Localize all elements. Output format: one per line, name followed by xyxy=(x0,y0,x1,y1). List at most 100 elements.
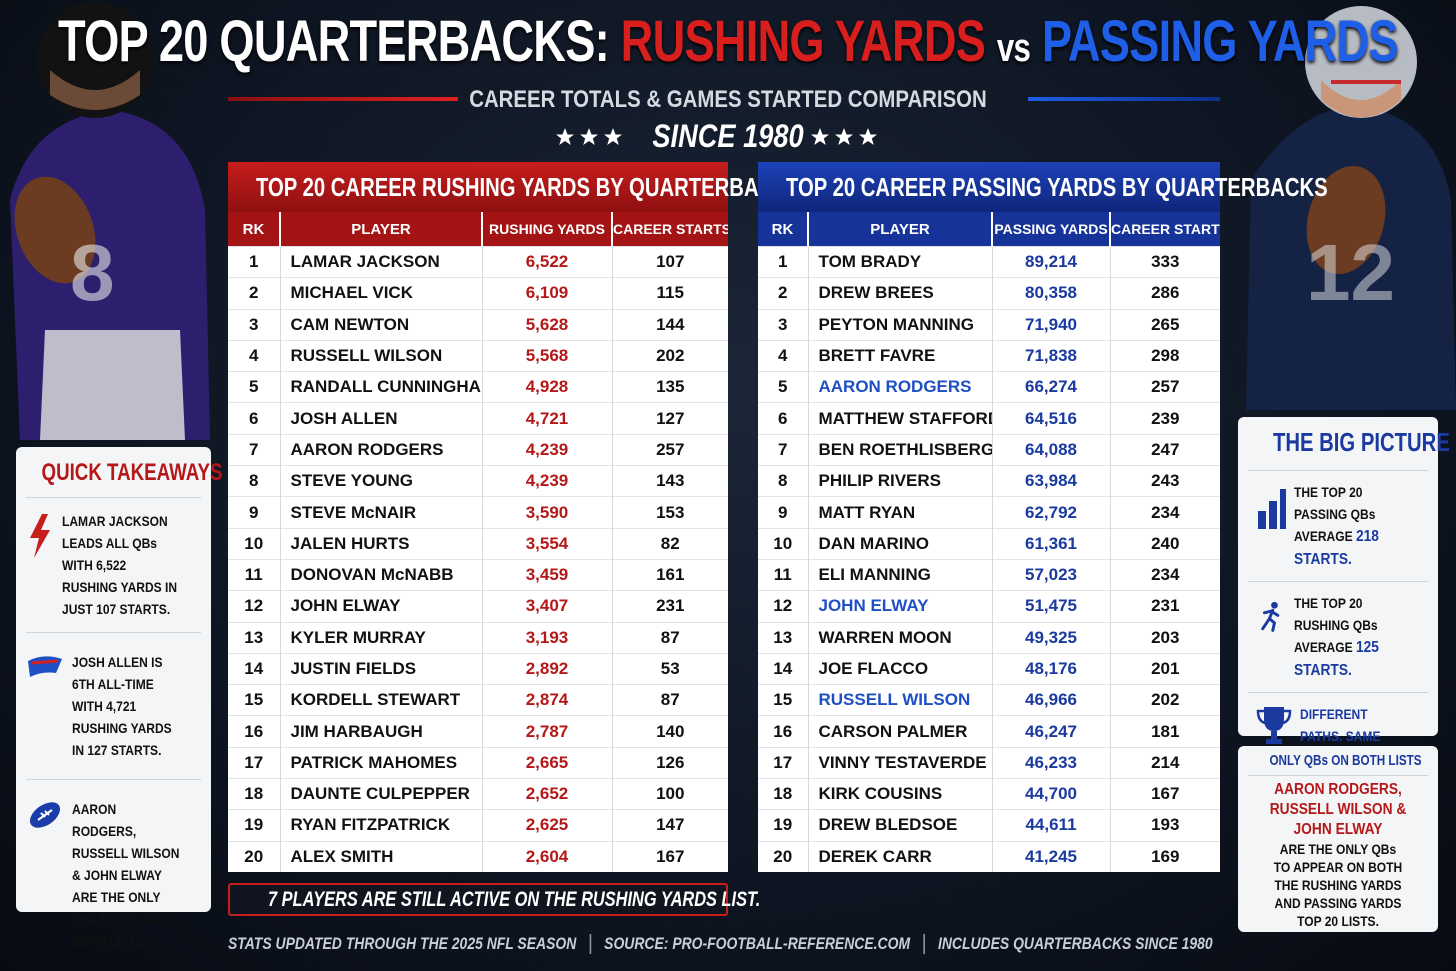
player-cell: MATTHEW STAFFORD xyxy=(807,402,992,435)
player-cell: AARON RODGERS xyxy=(807,371,992,403)
big-picture-title: THE BIG PICTURE xyxy=(1272,427,1450,457)
takeaway-text: AARON RODGERS, RUSSELL WILSON & JOHN ELW… xyxy=(72,801,180,949)
big-picture-text: THE TOP 20 RUSHING QBs AVERAGE xyxy=(1294,595,1378,655)
table-row: 13 KYLER MURRAY 3,193 87 xyxy=(228,621,728,654)
player-cell: JUSTIN FIELDS xyxy=(279,652,482,685)
yards-cell: 3,554 xyxy=(481,527,612,560)
rank-cell: 13 xyxy=(758,621,808,654)
bills-icon xyxy=(28,656,62,677)
yards-cell: 2,604 xyxy=(481,840,612,872)
player-cell: JOHN ELWAY xyxy=(279,590,482,623)
takeaway: JOSH ALLEN IS 6TH ALL-TIME WITH 4,721 RU… xyxy=(26,632,201,779)
starts-cell: 100 xyxy=(611,778,728,810)
player-cell: RANDALL CUNNINGHAM xyxy=(279,371,482,403)
starts-cell: 161 xyxy=(611,558,728,591)
rank-cell: 4 xyxy=(228,339,280,372)
starts-cell: 87 xyxy=(611,684,728,716)
rank-cell: 9 xyxy=(758,496,808,529)
starts-cell: 247 xyxy=(1109,433,1220,466)
table-row: 12 JOHN ELWAY 3,407 231 xyxy=(228,590,728,623)
yards-cell: 3,459 xyxy=(481,558,612,591)
takeaways-box: QUICK TAKEAWAYS LAMAR JACKSON LEADS ALL … xyxy=(16,447,223,949)
svg-text:12: 12 xyxy=(1306,228,1395,317)
player-cell: VINNY TESTAVERDE xyxy=(807,746,992,779)
table-row: 14 JOE FLACCO 48,176 201 xyxy=(758,652,1220,685)
starts-cell: 239 xyxy=(1109,402,1220,435)
player-cell: BRETT FAVRE xyxy=(807,339,992,372)
rank-cell: 10 xyxy=(228,527,280,560)
table-row: 16 CARSON PALMER 46,247 181 xyxy=(758,715,1220,748)
yards-cell: 66,274 xyxy=(991,371,1110,403)
rule-blue xyxy=(1028,97,1220,101)
table-row: 11 ELI MANNING 57,023 234 xyxy=(758,558,1220,591)
starts-cell: 181 xyxy=(1109,715,1220,748)
table-row: 5 AARON RODGERS 66,274 257 xyxy=(758,371,1220,403)
column-header: PLAYER xyxy=(279,212,482,247)
starts-cell: 126 xyxy=(611,746,728,779)
table-row: 17 VINNY TESTAVERDE 46,233 214 xyxy=(758,746,1220,779)
table-row: 11 DONOVAN McNABB 3,459 161 xyxy=(228,558,728,591)
table-row: 17 PATRICK MAHOMES 2,665 126 xyxy=(228,746,728,779)
yards-cell: 6,522 xyxy=(481,245,612,278)
starts-cell: 167 xyxy=(1109,778,1220,810)
title-passing: PASSING YARDS xyxy=(1041,9,1399,74)
table-row: 2 DREW BREES 80,358 286 xyxy=(758,277,1220,310)
yards-cell: 2,652 xyxy=(481,778,612,810)
yards-cell: 71,940 xyxy=(991,308,1110,341)
table-row: 2 MICHAEL VICK 6,109 115 xyxy=(228,277,728,310)
player-cell: MICHAEL VICK xyxy=(279,277,482,310)
player-cell: RUSSELL WILSON xyxy=(807,684,992,716)
rank-cell: 10 xyxy=(758,527,808,560)
rank-cell: 8 xyxy=(228,465,280,497)
column-header: CAREER STARTS xyxy=(1109,212,1220,247)
yards-cell: 61,361 xyxy=(991,527,1110,560)
table-row: 9 MATT RYAN 62,792 234 xyxy=(758,496,1220,529)
yards-cell: 2,787 xyxy=(481,715,612,748)
player-cell: LAMAR JACKSON xyxy=(279,245,482,278)
starts-cell: 234 xyxy=(1109,496,1220,529)
starts-cell: 286 xyxy=(1109,277,1220,310)
player-cell: BEN ROETHLISBERGER xyxy=(807,433,992,466)
yards-cell: 4,239 xyxy=(481,465,612,497)
rushing-table: RK PLAYER RUSHING YARDS CAREER STARTS 1 LAMAR… xyxy=(228,212,728,872)
player-cell: TOM BRADY xyxy=(807,245,992,278)
starts-cell: 53 xyxy=(611,652,728,685)
player-cell: PHILIP RIVERS xyxy=(807,465,992,497)
starts-cell: 135 xyxy=(611,371,728,403)
table-row: 16 JIM HARBAUGH 2,787 140 xyxy=(228,715,728,748)
rank-cell: 5 xyxy=(758,371,808,403)
table-row: 15 RUSSELL WILSON 46,966 202 xyxy=(758,684,1220,716)
rank-cell: 4 xyxy=(758,339,808,372)
column-header: RUSHING YARDS xyxy=(481,212,612,247)
starts-cell: 193 xyxy=(1109,809,1220,842)
rank-cell: 11 xyxy=(228,558,280,591)
yards-cell: 4,928 xyxy=(481,371,612,403)
yards-cell: 6,109 xyxy=(481,277,612,310)
starts-cell: 240 xyxy=(1109,527,1220,560)
table-row: 20 ALEX SMITH 2,604 167 xyxy=(228,840,728,872)
player-cell: DREW BREES xyxy=(807,277,992,310)
footer: STATS UPDATED THROUGH THE 2025 NFL SEASO… xyxy=(228,934,1226,954)
column-header: RK xyxy=(771,220,794,238)
rank-cell: 17 xyxy=(228,746,280,779)
player-cell: JOE FLACCO xyxy=(807,652,992,685)
table-row: 20 DEREK CARR 41,245 169 xyxy=(758,840,1220,872)
rank-cell: 1 xyxy=(758,245,808,278)
player-cell: RYAN FITZPATRICK xyxy=(279,809,482,842)
yards-cell: 4,721 xyxy=(481,402,612,435)
player-cell: DAN MARINO xyxy=(807,527,992,560)
player-cell: ELI MANNING xyxy=(807,558,992,591)
starts-cell: 82 xyxy=(611,527,728,560)
player-cell: DEREK CARR xyxy=(807,840,992,872)
starts-cell: 243 xyxy=(1109,465,1220,497)
column-header: RK xyxy=(242,220,265,238)
yards-cell: 46,233 xyxy=(991,746,1110,779)
player-cell: RUSSELL WILSON xyxy=(279,339,482,372)
yards-cell: 2,625 xyxy=(481,809,612,842)
yards-cell: 49,325 xyxy=(991,621,1110,654)
table-row: 18 KIRK COUSINS 44,700 167 xyxy=(758,778,1220,810)
starts-cell: 257 xyxy=(611,433,728,466)
rank-cell: 14 xyxy=(228,652,280,685)
starts-cell: 140 xyxy=(611,715,728,748)
